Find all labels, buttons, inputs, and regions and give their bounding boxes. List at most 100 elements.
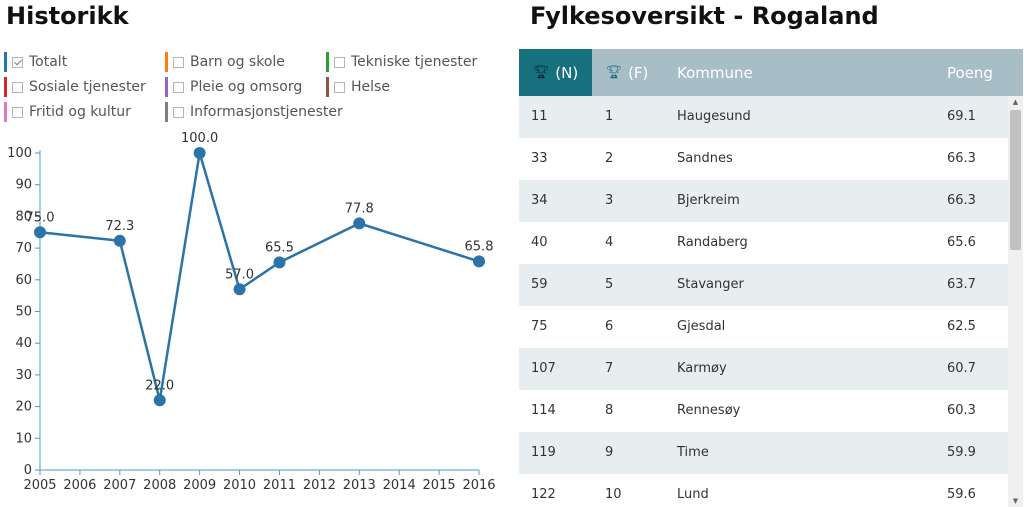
legend-label: Tekniske tjenester	[351, 54, 478, 70]
cell-score: 62.5	[947, 319, 976, 334]
table-row[interactable]: 122 10 Lund 59.6	[519, 474, 1008, 507]
cell-municipality: Karmøy	[677, 361, 727, 376]
table-row[interactable]: 40 4 Randaberg 65.6	[519, 222, 1008, 264]
cell-county-rank: 9	[605, 445, 614, 460]
legend-checkbox[interactable]	[12, 56, 23, 68]
cell-municipality: Bjerkreim	[677, 193, 740, 208]
legend-label: Helse	[351, 79, 390, 95]
series-line-totalt	[39, 152, 480, 401]
cell-national-rank: 33	[531, 151, 548, 166]
x-tick-label: 2014	[383, 478, 416, 493]
x-tick-label: 2010	[223, 478, 256, 493]
y-tick-label: 70	[15, 241, 32, 256]
table-row[interactable]: 33 2 Sandnes 66.3	[519, 138, 1008, 180]
cell-county-rank: 7	[605, 361, 614, 376]
legend-checkbox[interactable]	[173, 56, 184, 68]
legend-item-informasjonstjenester[interactable]: Informasjonstjenester	[165, 102, 343, 122]
legend-checkbox[interactable]	[173, 81, 184, 93]
cell-national-rank: 59	[531, 277, 548, 292]
x-tick-label: 2013	[343, 478, 376, 493]
legend-color-bar	[4, 52, 7, 72]
cell-score: 63.7	[947, 277, 976, 292]
table-row[interactable]: 107 7 Karmøy 60.7	[519, 348, 1008, 390]
cell-county-rank: 10	[605, 487, 622, 502]
legend-color-bar	[165, 52, 168, 72]
cell-county-rank: 5	[605, 277, 614, 292]
cell-municipality: Stavanger	[677, 277, 744, 292]
history-title: Historikk	[6, 2, 129, 30]
table-row[interactable]: 34 3 Bjerkreim 66.3	[519, 180, 1008, 222]
data-label: 57.0	[225, 267, 254, 282]
y-tick-label: 20	[15, 400, 32, 415]
legend-item-totalt[interactable]: Totalt	[4, 52, 67, 72]
data-label: 100.0	[181, 131, 218, 146]
y-tick-label: 50	[15, 305, 32, 320]
data-point	[193, 147, 206, 159]
data-point	[353, 217, 366, 230]
cell-national-rank: 34	[531, 193, 548, 208]
trophy-icon: 🏆︎	[532, 65, 550, 80]
legend-checkbox[interactable]	[334, 56, 345, 68]
x-tick-label: 2007	[103, 478, 136, 493]
legend-item-barn-og-skole[interactable]: Barn og skole	[165, 52, 285, 72]
history-line-chart: 0 10 20 30 40 50 60 70 80 90 100 2005 2006 2007 2008 20…	[7, 131, 495, 493]
header-county-rank[interactable]: 🏆︎ (F)	[592, 49, 662, 96]
scrollbar-thumb[interactable]	[1010, 110, 1021, 250]
cell-score: 60.3	[947, 403, 976, 418]
table-row[interactable]: 114 8 Rennesøy 60.3	[519, 390, 1008, 432]
table-row[interactable]: 11 1 Haugesund 69.1	[519, 96, 1008, 138]
cell-score: 65.6	[947, 235, 976, 250]
cell-county-rank: 1	[605, 109, 614, 124]
legend-item-sosiale-tjenester[interactable]: Sosiale tjenester	[4, 77, 146, 97]
table-scrollbar[interactable]: ▲ ▼	[1008, 96, 1023, 507]
legend-checkbox[interactable]	[12, 81, 23, 93]
legend-label: Pleie og omsorg	[190, 79, 303, 95]
legend-color-bar	[326, 77, 329, 97]
table-row[interactable]: 119 9 Time 59.9	[519, 432, 1008, 474]
legend-label: Sosiale tjenester	[29, 79, 146, 95]
table-row[interactable]: 75 6 Gjesdal 62.5	[519, 306, 1008, 348]
y-tick-label: 40	[15, 336, 32, 351]
legend-item-fritid-og-kultur[interactable]: Fritid og kultur	[4, 102, 131, 122]
legend-item-helse[interactable]: Helse	[326, 77, 390, 97]
scroll-up-arrow-icon[interactable]: ▲	[1012, 98, 1019, 106]
legend-color-bar	[4, 77, 7, 97]
county-ranking-table: 🏆︎ (N) 🏆︎ (F) Kommune Poeng 11 1 Haugesund…	[519, 49, 1023, 507]
legend-item-pleie-og-omsorg[interactable]: Pleie og omsorg	[165, 77, 302, 97]
cell-municipality: Randaberg	[677, 235, 748, 250]
x-tick-label: 2006	[63, 478, 96, 493]
legend-color-bar	[165, 102, 168, 122]
legend-checkbox[interactable]	[12, 106, 23, 118]
trophy-icon: 🏆︎	[605, 65, 623, 80]
y-tick-label: 90	[15, 178, 32, 193]
cell-score: 66.3	[947, 193, 976, 208]
header-municipality[interactable]: Kommune	[677, 63, 753, 82]
cell-municipality: Lund	[677, 487, 709, 502]
cell-national-rank: 119	[531, 445, 556, 460]
cell-score: 66.3	[947, 151, 976, 166]
data-point	[273, 256, 286, 269]
header-national-rank[interactable]: 🏆︎ (N)	[519, 49, 592, 96]
data-label: 77.8	[345, 201, 374, 216]
cell-national-rank: 11	[531, 109, 548, 124]
cell-county-rank: 6	[605, 319, 614, 334]
cell-national-rank: 40	[531, 235, 548, 250]
cell-municipality: Rennesøy	[677, 403, 741, 418]
cell-score: 59.9	[947, 445, 976, 460]
legend-color-bar	[4, 102, 7, 122]
legend-color-bar	[165, 77, 168, 97]
header-score[interactable]: Poeng	[947, 63, 993, 82]
county-overview-title: Fylkesoversikt - Rogaland	[530, 2, 879, 30]
table-row[interactable]: 59 5 Stavanger 63.7	[519, 264, 1008, 306]
legend-checkbox[interactable]	[173, 106, 184, 118]
legend-checkbox[interactable]	[334, 81, 345, 93]
legend-item-tekniske-tjenester[interactable]: Tekniske tjenester	[326, 52, 477, 72]
data-point	[233, 283, 246, 296]
scroll-down-arrow-icon[interactable]: ▼	[1012, 497, 1019, 505]
y-tick-label: 100	[7, 146, 32, 161]
chart-legend: Totalt Barn og skole Tekniske tjenester …	[4, 50, 504, 126]
data-point	[34, 226, 46, 239]
cell-national-rank: 107	[531, 361, 556, 376]
legend-label: Totalt	[29, 54, 68, 70]
data-label: 72.3	[105, 219, 134, 234]
